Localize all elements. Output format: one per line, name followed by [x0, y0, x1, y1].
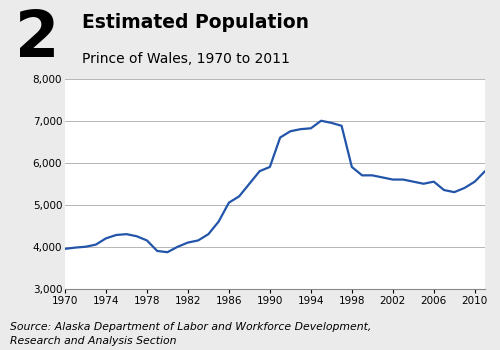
Text: Source: Alaska Department of Labor and Workforce Development,
Research and Analy: Source: Alaska Department of Labor and W… — [10, 322, 372, 346]
Text: Estimated Population: Estimated Population — [82, 13, 310, 32]
Text: 2: 2 — [15, 8, 60, 70]
Text: Prince of Wales, 1970 to 2011: Prince of Wales, 1970 to 2011 — [82, 52, 290, 66]
